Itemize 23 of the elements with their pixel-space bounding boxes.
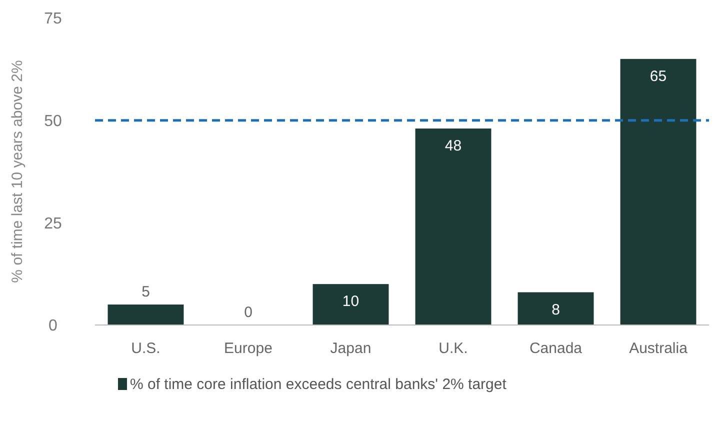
bar	[415, 128, 492, 325]
bar	[518, 292, 594, 325]
data-label: 5	[142, 284, 150, 301]
bar	[108, 304, 184, 325]
bar	[312, 284, 389, 325]
bar	[620, 58, 696, 325]
data-label: 48	[444, 138, 462, 155]
y-tick-label: 25	[44, 215, 62, 232]
x-tick-label: Europe	[224, 340, 272, 357]
x-tick-label: Japan	[330, 340, 372, 357]
x-tick-label: U.S.	[131, 340, 160, 357]
legend-label: % of time core inflation exceeds central banks' 2% target	[130, 376, 508, 393]
x-tick-label: Canada	[529, 340, 583, 357]
x-tick-label: U.K.	[438, 340, 468, 357]
y-tick-label: 50	[44, 112, 62, 130]
data-label: 0	[244, 304, 252, 321]
y-tick-label: 75	[44, 10, 62, 28]
data-label: 8	[552, 301, 560, 318]
x-tick-label: Australia	[629, 340, 688, 357]
y-tick-label: 0	[48, 318, 58, 335]
data-label: 10	[342, 293, 360, 310]
y-axis-title: % of time last 10 years above 2%	[9, 60, 26, 283]
data-label: 65	[650, 68, 667, 85]
